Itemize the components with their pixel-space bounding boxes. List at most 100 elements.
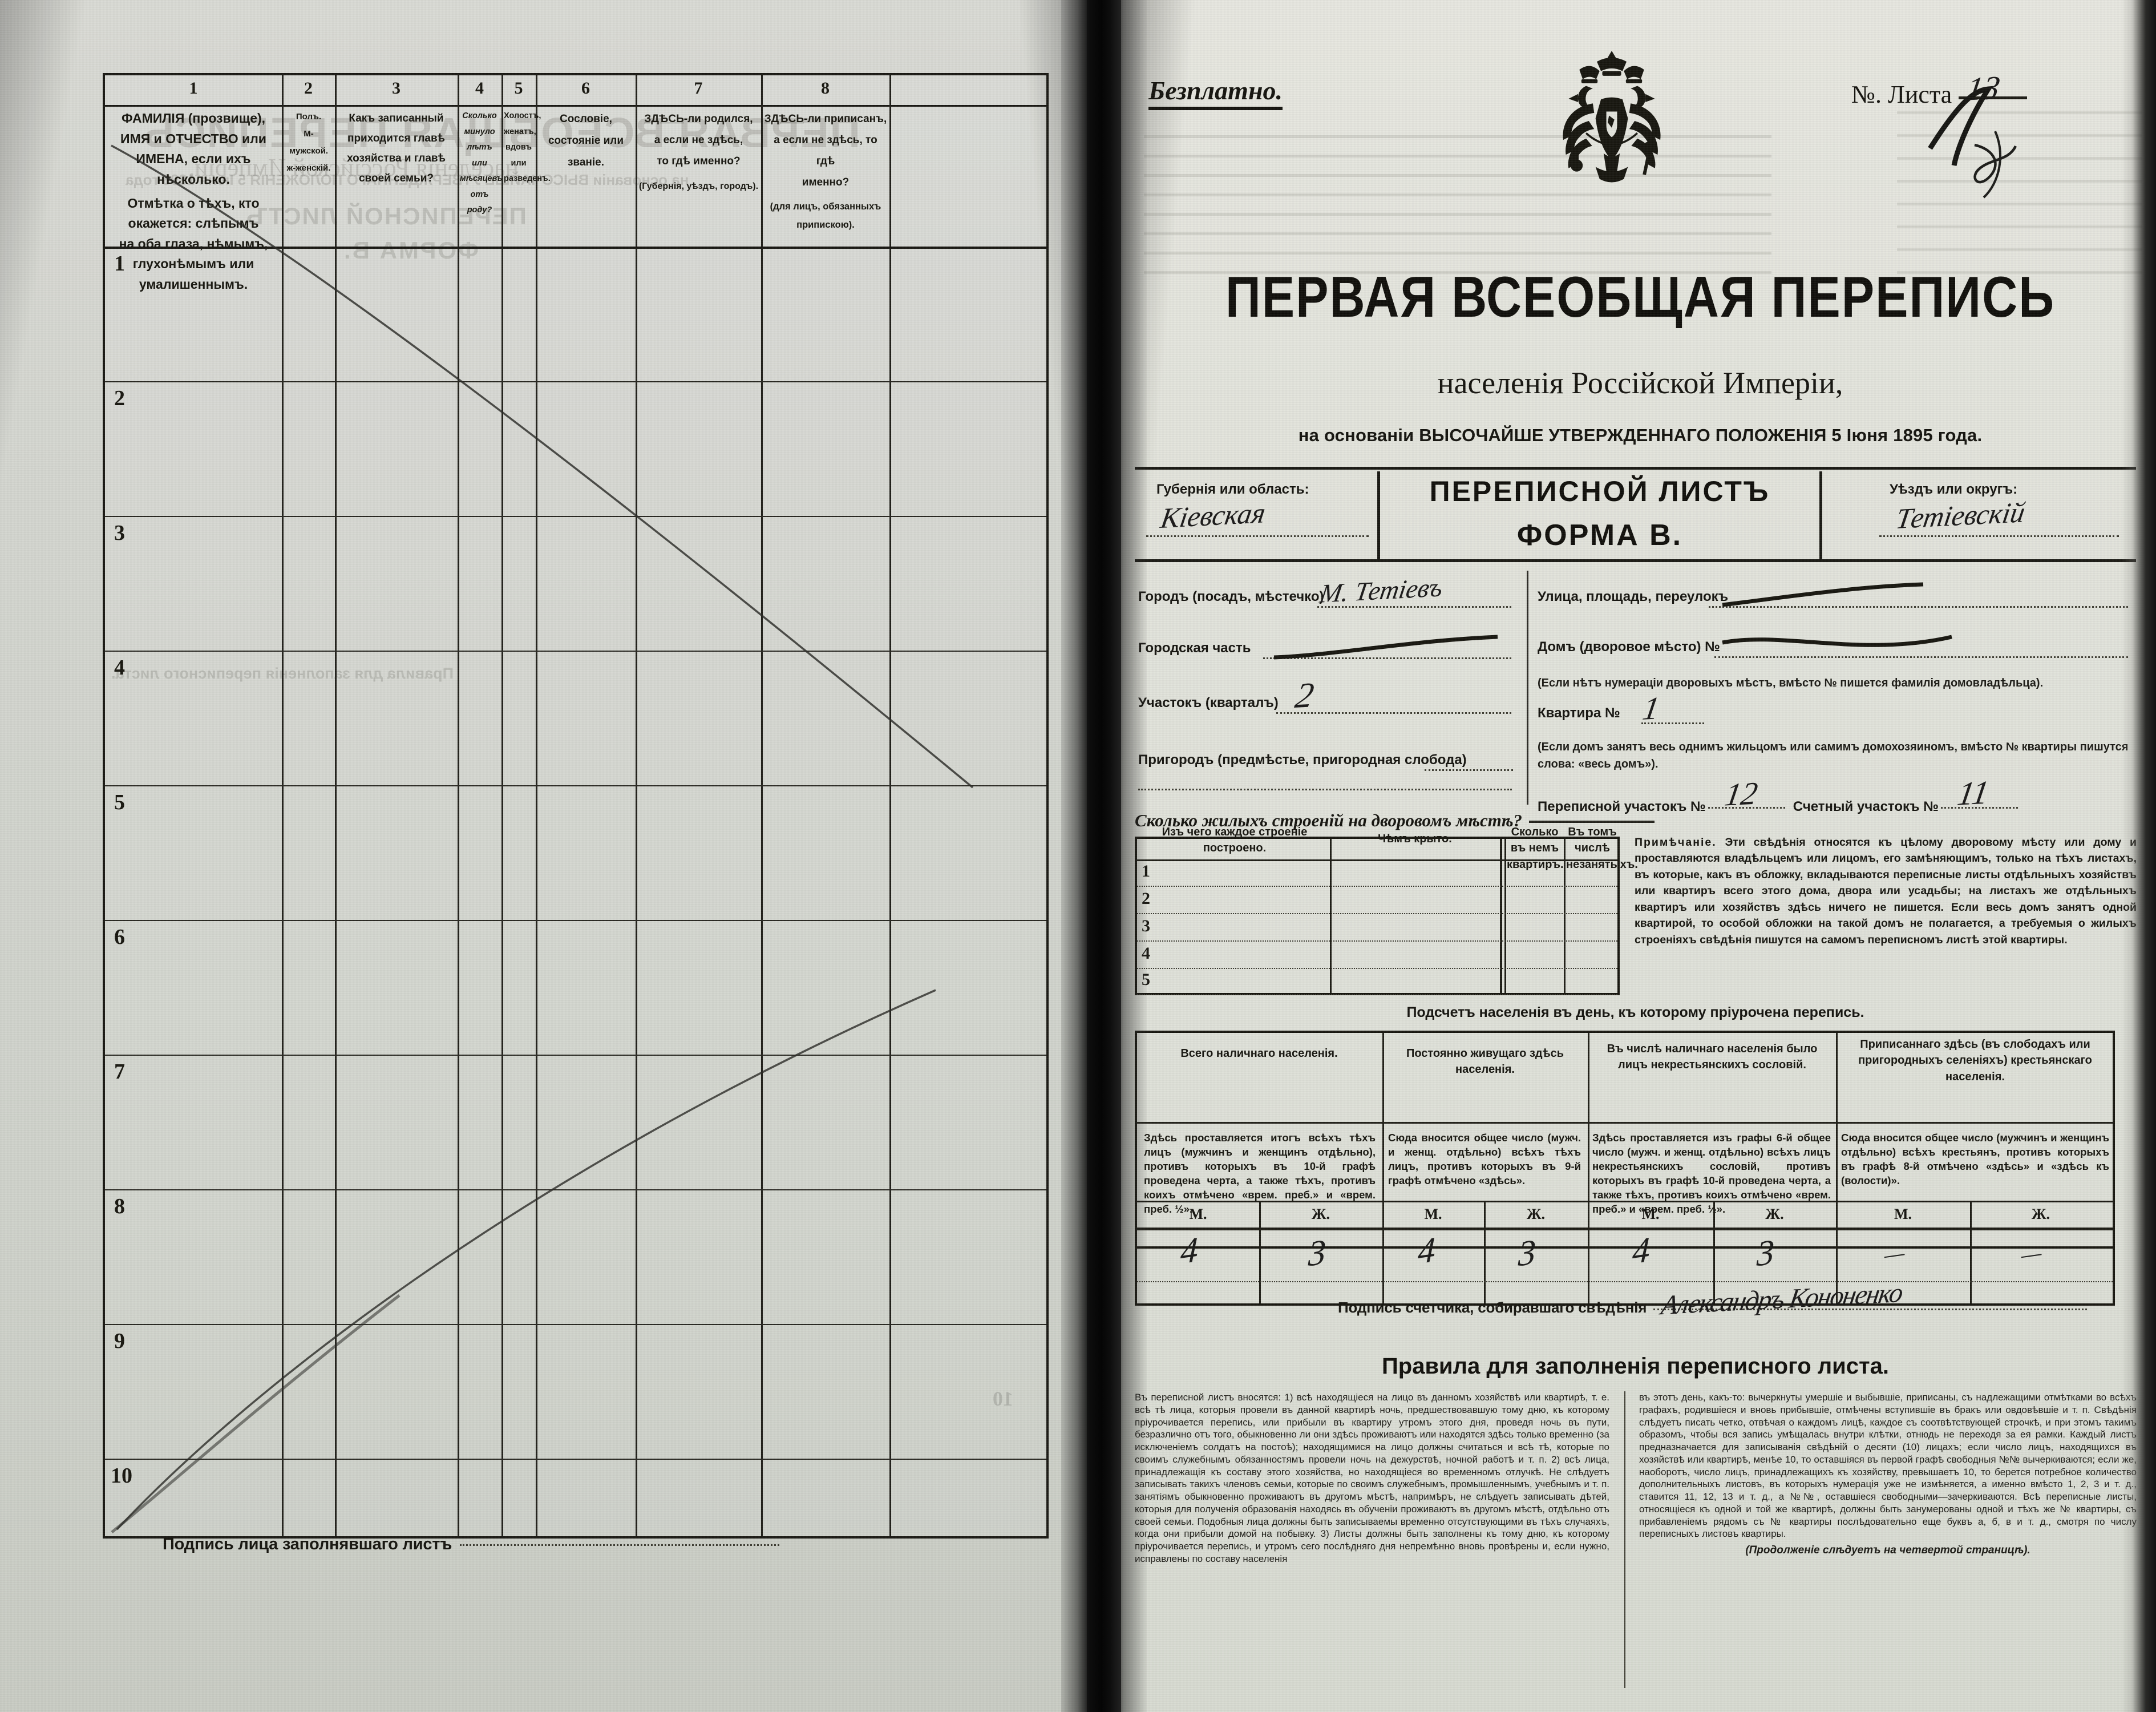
row-number: 6	[114, 925, 125, 949]
row-number: 5	[114, 790, 125, 814]
enumerator-signature-field[interactable]: Александръ Кононенко	[1653, 1278, 2088, 1321]
popcount-divider-3	[1836, 1033, 1838, 1246]
label-z-total: Ж.	[1311, 1206, 1330, 1222]
buildings-col-header-material: Изъ чего каждое строеніе построено.	[1162, 826, 1308, 855]
person-enumeration-table: 1 2 3 4 5 6 7 8 ФАМИЛІЯ (прозвище), ИМЯ …	[103, 73, 1049, 1539]
suburb-field-line2[interactable]	[1138, 789, 1512, 790]
col-header-surname: ФАМИЛІЯ (прозвище), ИМЯ и ОТЧЕСТВО или И…	[119, 111, 268, 292]
census-district-field[interactable]: 12	[1708, 776, 1785, 813]
label-z-noncrown: Ж.	[1765, 1206, 1784, 1222]
city-part-field[interactable]	[1263, 657, 1511, 659]
city-field[interactable]	[1317, 606, 1511, 608]
col-header-marital: Холостъ, женатъ, вдовъ или разведенъ.	[504, 111, 551, 184]
sheet-number-label: №. Листа	[1851, 80, 1952, 108]
value-m-noncrown[interactable]: 4	[1631, 1230, 1651, 1272]
buildings-row-rule-3[interactable]	[1137, 940, 1617, 942]
apartment-note: (Если домъ занятъ весь однимъ жильцомъ и…	[1538, 741, 2129, 770]
filler-signature-line[interactable]	[460, 1544, 780, 1546]
value-z-total[interactable]: 3	[1307, 1232, 1327, 1274]
mz-div-5	[1713, 1202, 1715, 1303]
popcount-divider-2	[1588, 1033, 1589, 1246]
col-divider-6-7	[636, 75, 637, 1536]
buildings-col-header-vacant: Въ томъ числѣ незанятыхъ.	[1566, 826, 1638, 871]
mz-div-7	[1970, 1202, 1972, 1303]
uezd-field[interactable]	[1879, 535, 2119, 537]
popcount-header-noncrown: Въ числѣ наличнаго населенія было лицъ н…	[1607, 1043, 1818, 1072]
plot-value: 2	[1292, 675, 1317, 716]
rules-continued-note: (Продолженіе слѣдуетъ на четвертой стран…	[1745, 1544, 2030, 1556]
street-field[interactable]	[1709, 606, 2128, 608]
col-num-6: 6	[581, 79, 590, 98]
filler-signature-row: Подпись лица заполнявшаго листъ	[163, 1535, 904, 1554]
value-m-peasant[interactable]: —	[1884, 1239, 1906, 1268]
house-note: (Если нѣтъ нумераціи дворовыхъ мѣстъ, вм…	[1538, 677, 2044, 689]
rules-left-column: Въ переписной листъ вносятся: 1) всѣ нах…	[1135, 1391, 1625, 1688]
uezd-label: Уѣздъ или округъ:	[1890, 482, 2018, 497]
province-value: Кіевская	[1158, 496, 1268, 535]
street-strike-icon	[1722, 582, 1924, 607]
col-num-7: 7	[694, 79, 703, 98]
popcount-body-permanent: Сюда вносится общее число (мужч. и женщ.…	[1388, 1132, 1581, 1186]
row-rule-2	[105, 516, 1046, 517]
buildings-col-divider-2	[1500, 839, 1502, 993]
rules-heading: Правила для заполненія переписного листа…	[1382, 1354, 1889, 1379]
left-page: ПЕРВАЯ ВСЕОБЩАЯ ПЕРЕПИСЬ населенія Россі…	[0, 0, 1087, 1712]
plot-field[interactable]	[1276, 712, 1511, 714]
buildings-question-field[interactable]	[1529, 821, 1655, 823]
title-bottom-rule	[1135, 467, 2136, 470]
house-field[interactable]	[1714, 656, 2128, 658]
row-rule-5	[105, 920, 1046, 921]
value-m-permanent[interactable]: 4	[1417, 1230, 1437, 1272]
buildings-col-header-roof: Чѣмъ крыто.	[1378, 833, 1452, 845]
buildings-row-rule-5[interactable]	[1137, 994, 1617, 995]
value-z-noncrown[interactable]: 3	[1755, 1232, 1775, 1274]
col-header-age: Сколько минуло лѣтъ или мѣсяцевъ отъ род…	[460, 111, 503, 215]
buildings-note: Примѣчаніе. Эти свѣдѣнія относятся къ цѣ…	[1635, 834, 2137, 948]
value-m-total[interactable]: 4	[1179, 1230, 1199, 1272]
buildings-header-rule	[1137, 859, 1617, 861]
buildings-col-header-apartments: Сколько въ немъ квартиръ.	[1507, 826, 1564, 871]
buildings-row-rule-1[interactable]	[1137, 886, 1617, 887]
rules-right-column: въ этотъ день, какъ-то: вычеркнуты умерш…	[1639, 1391, 2137, 1688]
city-part-label: Городская часть	[1138, 640, 1251, 656]
mz-div-3	[1484, 1202, 1486, 1303]
street-label: Улица, площадь, переулокъ	[1538, 589, 1729, 604]
count-district-label: Счетный участокъ №	[1793, 799, 1939, 814]
page-right-edge-shadow	[2122, 0, 2156, 1712]
apartment-label: Квартира №	[1538, 705, 1620, 721]
mz-div-2	[1382, 1202, 1384, 1303]
value-z-peasant[interactable]: —	[2021, 1239, 2042, 1268]
uezd-value: Тетіевскій	[1894, 495, 2028, 535]
city-value: М. Тетіевъ	[1318, 572, 1445, 608]
double-headed-eagle-svg	[1563, 51, 1661, 183]
popcount-header-permanent: Постоянно живущаго здѣсь населенія.	[1406, 1047, 1564, 1076]
house-label: Домъ (дворовое мѣсто) №	[1538, 639, 1720, 655]
form-title: ПЕРЕПИСНОЙ ЛИСТЪ	[1429, 475, 1770, 507]
apartment-field[interactable]	[1641, 722, 1704, 724]
col-divider-7-8	[761, 75, 763, 1536]
mz-header-rule	[1137, 1228, 2113, 1230]
col-header-sex: Полъ. М-мужской. ж-женскій.	[286, 112, 331, 173]
sheet-number-field[interactable]: 13	[1959, 68, 2028, 108]
sheet-number-flourish-icon	[1928, 86, 2017, 199]
col-num-2: 2	[304, 79, 313, 98]
page-title: ПЕРВАЯ ВСЕОБЩАЯ ПЕРЕПИСЬ	[1225, 265, 2056, 330]
enumerator-signature-label: Подпись счетчика, собиравшаго свѣдѣнія	[1338, 1299, 1647, 1316]
popcount-divider-1	[1382, 1033, 1384, 1246]
province-field[interactable]	[1146, 535, 1369, 537]
form-title-cell: ПЕРЕПИСНОЙ ЛИСТЪ ФОРМА В.	[1383, 471, 1817, 559]
col-header-estate: Сословіе, состояніе или званіе.	[548, 113, 624, 168]
buildings-row-rule-2[interactable]	[1137, 913, 1617, 914]
col-divider-4-5	[501, 75, 503, 1536]
row-number: 4	[114, 656, 125, 680]
census-district-label: Переписной участокъ №	[1538, 799, 1706, 814]
sheet-number-row: №. Листа 13	[1851, 68, 2028, 109]
bleed-through-shadow-right	[1897, 103, 2142, 274]
buildings-row-rule-4[interactable]	[1137, 968, 1617, 969]
value-z-permanent[interactable]: 3	[1517, 1232, 1537, 1274]
buildings-col-divider-2b	[1504, 839, 1506, 993]
count-district-field[interactable]: 11	[1940, 773, 2018, 813]
suburb-field[interactable]	[1425, 769, 1513, 771]
province-label: Губернія или область:	[1156, 482, 1309, 497]
row-rule-6	[105, 1055, 1046, 1056]
